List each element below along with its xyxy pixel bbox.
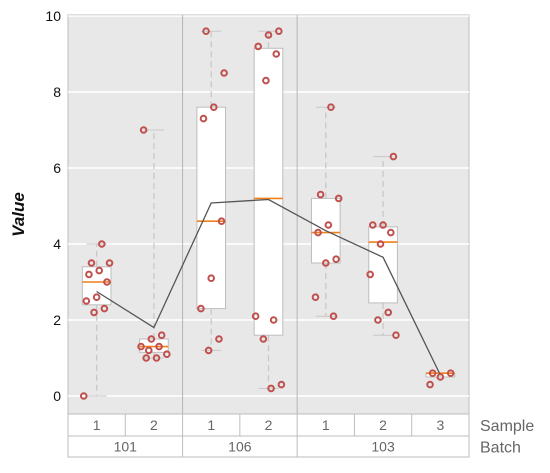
sample-cell-label: 1 [322, 417, 330, 433]
batch-cell-label: 103 [371, 439, 395, 455]
grouping-table: 1 2 1 2 1 2 3 101 106 103 [67, 413, 470, 458]
data-point [329, 312, 338, 321]
batch-cell-label: 106 [228, 439, 252, 455]
data-point [334, 194, 343, 203]
data-point [262, 76, 270, 85]
data-point [314, 228, 322, 237]
batch-cell-label: 101 [114, 439, 138, 455]
data-point [144, 346, 153, 355]
sample-level-label: Sample [480, 418, 534, 435]
data-point [217, 217, 226, 225]
sample-cell-label: 3 [436, 417, 444, 433]
y-tick-label: 0 [53, 388, 61, 404]
data-point [267, 384, 275, 393]
data-point [446, 369, 455, 378]
box [196, 106, 227, 310]
box [368, 226, 398, 304]
data-point [139, 126, 148, 134]
data-point [327, 103, 335, 111]
y-tick-label: 4 [53, 236, 61, 252]
data-point [269, 316, 278, 324]
data-point [324, 221, 333, 229]
data-point [215, 335, 223, 343]
sample-cell-label: 1 [93, 417, 101, 433]
data-point [272, 50, 281, 58]
data-point [428, 369, 437, 378]
sample-cell-label: 2 [150, 417, 158, 433]
data-point [137, 342, 145, 351]
data-point [275, 27, 283, 36]
data-point [259, 335, 268, 343]
data-point [209, 103, 218, 111]
data-point [379, 221, 387, 229]
data-point [436, 373, 445, 381]
data-point [374, 316, 382, 324]
data-point [321, 259, 330, 267]
y-tick-label: 8 [53, 84, 61, 100]
y-tick-label: 10 [45, 8, 61, 24]
data-point [277, 380, 286, 389]
data-point [332, 255, 340, 264]
data-point [387, 228, 395, 237]
data-point [152, 354, 161, 362]
mean-line-layer [96, 198, 441, 376]
data-point [95, 266, 104, 275]
sample-cell-label: 2 [265, 417, 273, 433]
data-point [79, 392, 88, 400]
data-point [87, 259, 96, 267]
data-point [155, 342, 163, 351]
data-point [199, 114, 208, 123]
data-point [366, 270, 374, 279]
data-point [163, 350, 171, 359]
data-point [316, 190, 325, 199]
data-point [384, 308, 393, 317]
sample-cell-label: 2 [379, 417, 387, 433]
batch-level-label: Batch [480, 440, 521, 457]
data-point [142, 354, 150, 362]
data-point [97, 240, 106, 248]
data-point [90, 308, 98, 317]
data-point [100, 304, 109, 313]
data-point [85, 270, 93, 279]
data-point [254, 42, 262, 51]
mean-line [96, 198, 441, 376]
data-point [389, 152, 398, 161]
data-point [105, 259, 114, 267]
data-point [426, 380, 434, 389]
data-point [311, 293, 320, 302]
data-point [368, 221, 377, 229]
data-point [264, 31, 273, 39]
y-tick-label: 2 [53, 312, 61, 328]
data-point [197, 304, 205, 313]
y-tick-labels: 0 2 4 6 8 10 [45, 8, 61, 404]
box [253, 47, 284, 336]
data-point [82, 297, 91, 305]
y-axis-label: Value [9, 192, 28, 237]
sample-cell-label: 1 [207, 417, 215, 433]
data-point [376, 240, 385, 248]
data-point [251, 312, 260, 321]
data-point [202, 27, 210, 36]
y-tick-label: 6 [53, 160, 61, 176]
data-point [103, 278, 111, 286]
data-point [220, 69, 228, 77]
data-point [392, 331, 400, 340]
data-point [92, 293, 101, 302]
data-point [157, 331, 166, 340]
data-points [79, 27, 455, 400]
data-point [207, 274, 216, 283]
data-point [147, 335, 156, 343]
data-point [204, 346, 213, 355]
